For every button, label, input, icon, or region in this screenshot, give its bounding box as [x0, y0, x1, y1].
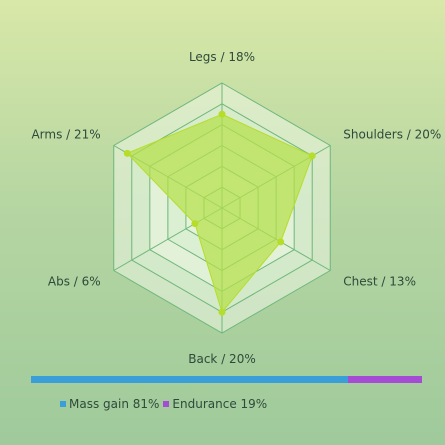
legend-item-endurance: Endurance 19% [163, 397, 267, 411]
stacked-bar-segment-mass-gain [31, 376, 348, 383]
radar-point-4 [191, 220, 199, 228]
radar-axis-label-2: Chest / 13% [343, 275, 416, 289]
stacked-bar [31, 376, 422, 383]
legend-swatch-mass-gain [60, 401, 66, 407]
radar-point-0 [218, 110, 226, 118]
radar-axis-label-0: Legs / 18% [189, 50, 255, 64]
legend-item-mass-gain: Mass gain 81% [60, 397, 159, 411]
radar-point-3 [218, 308, 226, 316]
radar-point-2 [277, 238, 285, 246]
radar-axis-label-5: Arms / 21% [31, 128, 100, 142]
radar-point-1 [308, 152, 316, 160]
radar-axis-label-1: Shoulders / 20% [343, 128, 441, 142]
legend: Mass gain 81% Endurance 19% [60, 397, 267, 411]
legend-label-endurance: Endurance 19% [172, 397, 268, 411]
radar-axis-label-4: Abs / 6% [48, 275, 101, 289]
radar-axis-label-3: Back / 20% [188, 352, 255, 366]
legend-label-mass-gain: Mass gain 81% [69, 397, 160, 411]
stacked-bar-segment-endurance [347, 376, 422, 383]
legend-swatch-endurance [163, 401, 170, 407]
radar-point-5 [123, 149, 131, 157]
